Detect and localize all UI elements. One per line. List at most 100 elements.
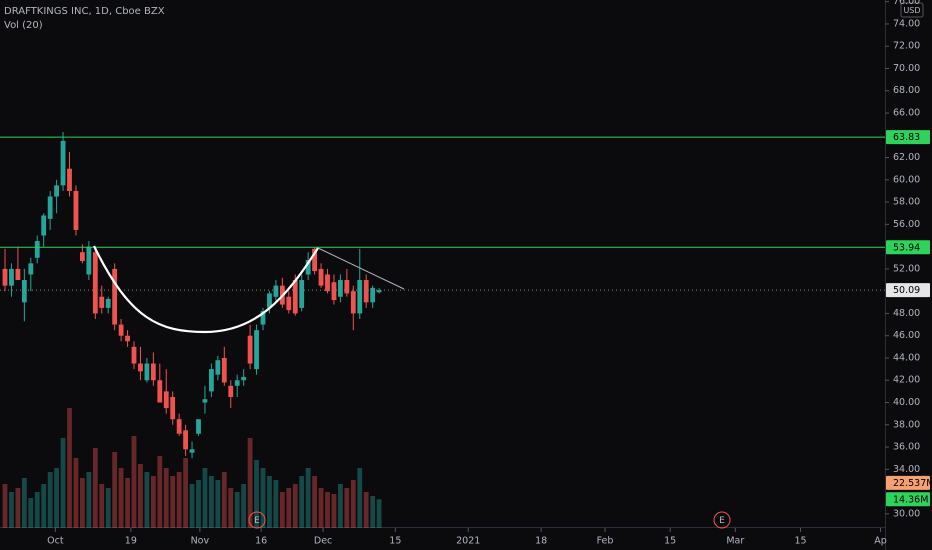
- price-badge: [886, 130, 930, 145]
- candle-body: [260, 311, 266, 325]
- candle-body: [267, 293, 272, 308]
- candle-body: [73, 190, 79, 230]
- volume-bar: [163, 468, 169, 528]
- x-tick-label: Nov: [191, 536, 210, 547]
- x-tick-label: 18: [535, 536, 547, 547]
- volume-bar: [370, 496, 376, 528]
- x-tick-label: Feb: [597, 536, 614, 547]
- earnings-marker[interactable]: [713, 511, 731, 529]
- candle-body: [54, 185, 59, 197]
- candle-body: [28, 263, 34, 275]
- volume-bar: [196, 480, 201, 528]
- y-tick-label: 66.00: [893, 108, 920, 119]
- x-tick-label: Ap: [874, 536, 887, 547]
- volume-bar: [209, 476, 214, 528]
- candle-body: [312, 248, 317, 272]
- volume-bar: [299, 476, 305, 528]
- candle-body: [41, 215, 47, 236]
- candle-body: [350, 291, 356, 314]
- volume-bar: [21, 478, 27, 528]
- currency-badge: [900, 2, 924, 18]
- volume-bar: [234, 492, 240, 528]
- candle-body: [99, 296, 105, 308]
- candle-body: [86, 246, 92, 275]
- chart-title: DRAFTKINGS INC, 1D, Cboe BZX: [4, 6, 165, 17]
- y-tick-label: 56.00: [893, 219, 920, 230]
- volume-bar: [34, 492, 40, 528]
- volume-bar: [131, 436, 137, 528]
- candle-body: [247, 335, 253, 364]
- y-tick-label: 70.00: [893, 63, 920, 74]
- volume-bar: [138, 464, 143, 528]
- candle-body: [202, 399, 208, 403]
- y-tick-label: 44.00: [893, 352, 920, 363]
- candle-body: [305, 259, 311, 275]
- volume-bar: [292, 484, 298, 528]
- volume-bar: [112, 452, 118, 528]
- volume-bar: [47, 472, 53, 528]
- volume-bar: [176, 472, 182, 528]
- candle-body: [215, 360, 221, 375]
- candle-body: [125, 335, 130, 342]
- candle-body: [286, 296, 292, 311]
- candle-body: [325, 274, 330, 292]
- candle-body: [170, 396, 176, 420]
- candle-body: [254, 330, 259, 370]
- y-tick-label: 36.00: [893, 442, 920, 453]
- candle-body: [357, 280, 363, 314]
- x-tick-label: 15: [664, 536, 676, 547]
- x-tick-label: Oct: [47, 536, 64, 547]
- earnings-label: E: [719, 516, 725, 526]
- volume-bar: [92, 448, 98, 528]
- volume-bar: [118, 468, 124, 528]
- volume-bar: [170, 476, 176, 528]
- volume-bar: [344, 488, 350, 528]
- y-tick-label: 58.00: [893, 197, 920, 208]
- cup-pattern: [93, 245, 319, 334]
- volume-bar: [221, 472, 227, 528]
- volume-bar: [28, 498, 34, 528]
- candle-body: [157, 380, 163, 403]
- volume-bar: [189, 484, 195, 528]
- volume-bar: [73, 458, 79, 528]
- earnings-label: E: [254, 516, 260, 526]
- candle-body: [163, 391, 169, 409]
- candle-body: [292, 280, 298, 314]
- candle-body: [112, 268, 118, 325]
- y-tick-label: 62.00: [893, 152, 920, 163]
- price-badge-label: 22.537M: [893, 478, 932, 489]
- candle-body: [47, 196, 53, 219]
- volume-bar: [241, 484, 247, 528]
- volume-bar: [254, 460, 259, 528]
- y-tick-label: 76.00: [893, 0, 920, 7]
- y-tick-label: 72.00: [893, 41, 920, 52]
- candle-body: [318, 268, 324, 286]
- volume-bar: [279, 492, 285, 528]
- volume-bar: [331, 494, 337, 528]
- volume-bar: [267, 476, 272, 528]
- price-badge: [886, 475, 930, 490]
- x-tick-label: Mar: [726, 536, 744, 547]
- volume-bar: [286, 488, 292, 528]
- candle-body: [92, 252, 98, 314]
- volume-bar: [144, 472, 150, 528]
- volume-bar: [15, 488, 21, 528]
- volume-bar: [157, 456, 163, 528]
- volume-bar: [125, 478, 130, 528]
- candle-body: [273, 285, 279, 297]
- candle-body: [2, 268, 8, 286]
- y-tick-label: 38.00: [893, 419, 920, 430]
- volume-bar: [312, 476, 317, 528]
- volume-bar: [363, 492, 369, 528]
- candle-body: [80, 252, 85, 262]
- volume-bar: [228, 488, 234, 528]
- y-tick-label: 52.00: [893, 263, 920, 274]
- volume-bar: [2, 484, 8, 528]
- earnings-marker[interactable]: [248, 511, 266, 529]
- volume-bar: [260, 468, 266, 528]
- y-tick-label: 60.00: [893, 174, 920, 185]
- candle-body: [344, 280, 350, 294]
- candle-body: [176, 419, 182, 434]
- x-tick-label: Dec: [314, 536, 332, 547]
